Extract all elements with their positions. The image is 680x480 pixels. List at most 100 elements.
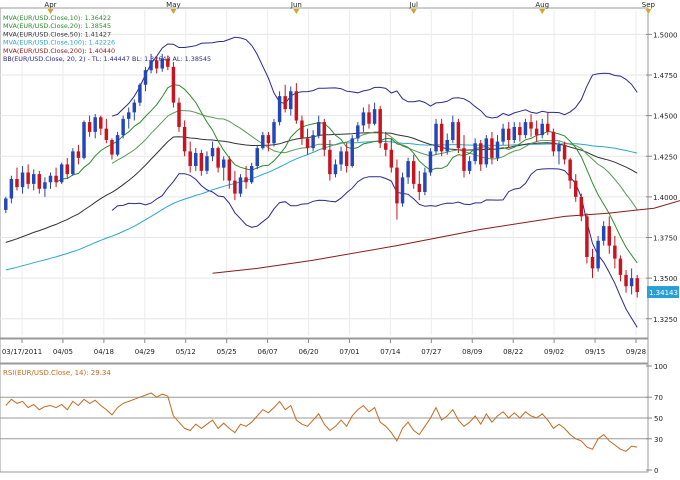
candle-body: [21, 173, 24, 188]
candle-body: [188, 151, 191, 166]
date-tick-label: 04/29: [135, 348, 155, 356]
candle: [60, 163, 63, 184]
candle-body: [501, 129, 504, 142]
candle-body: [323, 122, 326, 150]
candle-body: [200, 153, 203, 171]
candle: [596, 236, 599, 272]
candle-body: [339, 151, 342, 164]
date-tick-label: 09/28: [626, 348, 646, 356]
candle-body: [205, 156, 208, 171]
candle-body: [49, 176, 52, 183]
candle-body: [351, 138, 354, 166]
candle-body: [395, 168, 398, 204]
candle-body: [535, 129, 538, 136]
candle-body: [222, 160, 225, 168]
candle-body: [278, 96, 281, 122]
legend-entry: MVA(EUR/USD.Close,200): 1.40440: [3, 47, 115, 55]
price-tick-label: 1.4500: [653, 113, 678, 121]
candle-body: [194, 153, 197, 166]
candle-body: [272, 122, 275, 143]
rsi-tick-label: 30: [654, 436, 663, 444]
date-tick-label: 09/15: [585, 348, 605, 356]
candle: [256, 145, 259, 169]
candle-body: [127, 112, 130, 119]
candle-body: [591, 257, 594, 268]
candle: [429, 148, 432, 176]
price-tick-label: 1.5000: [653, 31, 678, 39]
candle-body: [418, 184, 421, 192]
price-tick-label: 1.4750: [653, 72, 678, 80]
candle-body: [524, 122, 527, 135]
date-tick-label: 04/18: [94, 348, 114, 356]
date-tick-label: 07/27: [421, 348, 441, 356]
candle-body: [328, 150, 331, 174]
candle-body: [406, 161, 409, 177]
candle-body: [507, 129, 510, 140]
candle-body: [317, 122, 320, 135]
candle-body: [602, 226, 605, 241]
candle-body: [635, 278, 638, 292]
candle-body: [99, 117, 102, 128]
candle-body: [110, 140, 113, 155]
candle-body: [233, 181, 236, 194]
price-tick-label: 1.3500: [653, 275, 678, 283]
candle-body: [300, 121, 303, 139]
legend-entry: MVA(EUR/USD.Close,10): 1.36422: [3, 14, 111, 22]
legend-entry: MVA(EUR/USD.Close,50): 1.41427: [3, 30, 111, 38]
candle-body: [295, 91, 298, 120]
candle-body: [71, 151, 74, 174]
candle-body: [563, 145, 566, 160]
candle-body: [4, 199, 7, 210]
candle-body: [138, 85, 141, 103]
candle-body: [513, 127, 516, 140]
candle-body: [38, 174, 41, 189]
candle: [278, 91, 281, 125]
candle-body: [568, 160, 571, 181]
date-tick-label: 05/12: [176, 348, 196, 356]
candle-body: [552, 132, 555, 152]
candle-body: [283, 96, 286, 109]
candle-body: [256, 148, 259, 166]
candle-body: [518, 127, 521, 135]
candle-body: [228, 160, 231, 181]
candle-body: [473, 143, 476, 161]
date-tick-label: 06/07: [258, 348, 278, 356]
candle: [116, 132, 119, 156]
month-label: Jul: [408, 1, 418, 9]
candle: [585, 213, 588, 263]
candle-body: [356, 125, 359, 138]
candle-body: [144, 70, 147, 85]
candle: [82, 121, 85, 160]
candle-body: [451, 122, 454, 140]
candle-body: [121, 119, 124, 135]
date-tick-label: 09/02: [544, 348, 564, 356]
candle-body: [496, 142, 499, 158]
candle-body: [619, 259, 622, 275]
candle-body: [574, 181, 577, 197]
candle-body: [401, 177, 404, 203]
candle-body: [485, 138, 488, 164]
candle-body: [462, 148, 465, 171]
candle-body: [434, 124, 437, 152]
candle-body: [440, 124, 443, 152]
candle-body: [596, 241, 599, 269]
candle-body: [540, 124, 543, 135]
rsi-tick-label: 100: [654, 363, 667, 371]
candle-body: [216, 148, 219, 168]
candle-body: [60, 164, 63, 182]
date-tick-label: 07/14: [380, 348, 401, 356]
candle-body: [177, 103, 180, 127]
candle-body: [529, 122, 532, 129]
candle-body: [261, 135, 264, 148]
candle-body: [244, 177, 247, 182]
date-tick-label: 07/01: [339, 348, 359, 356]
month-label: Sep: [642, 1, 656, 9]
candle-body: [373, 109, 376, 124]
candle-body: [15, 179, 18, 187]
candle-body: [133, 103, 136, 113]
candle-body: [630, 278, 633, 286]
candle: [378, 106, 381, 148]
legend-entry: BB(EUR/USD.Close, 20, 2) - TL: 1.44447 B…: [3, 55, 211, 63]
